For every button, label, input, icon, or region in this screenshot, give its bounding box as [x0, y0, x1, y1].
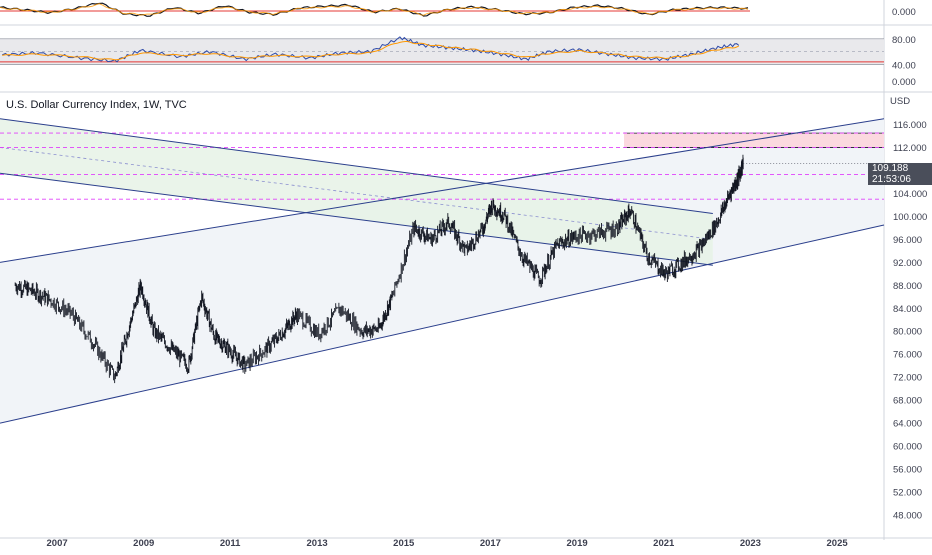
rising-channel-upper	[0, 118, 885, 263]
bar-countdown: 21:53:06	[872, 174, 911, 185]
time-tick-label: 2023	[740, 538, 761, 549]
osc2-tick-label: 80.00	[892, 35, 916, 46]
osc2-tick-label: 0.000	[892, 77, 916, 88]
price-tick-label: 56.000	[893, 465, 922, 476]
price-tick-label: 100.000	[893, 212, 927, 223]
oscillator-line	[0, 2, 749, 17]
price-tick-label: 84.000	[893, 304, 922, 315]
oscillator-band	[0, 38, 884, 65]
time-tick-label: 2009	[133, 538, 154, 549]
price-tick-label: 72.000	[893, 373, 922, 384]
oscillator-pane-1: 0.000	[0, 2, 916, 18]
time-tick-label: 2013	[307, 538, 328, 549]
osc2-tick-label: 40.00	[892, 60, 916, 71]
price-tick-label: 48.000	[893, 511, 922, 522]
price-tick-label: 88.000	[893, 281, 922, 292]
time-tick-label: 2011	[220, 538, 241, 549]
falling-channel-fill	[0, 118, 713, 266]
osc1-tick-label: 0.000	[892, 7, 916, 18]
price-tick-label: 52.000	[893, 488, 922, 499]
rising-channel-lower	[0, 224, 885, 424]
price-tick-label: 76.000	[893, 350, 922, 361]
time-tick-label: 2021	[653, 538, 675, 549]
price-tick-label: 80.000	[893, 327, 922, 338]
price-tick-label: 96.000	[893, 235, 922, 246]
price-axis-unit: USD	[890, 96, 910, 107]
price-tick-label: 116.000	[893, 120, 927, 131]
price-tick-label: 92.000	[893, 258, 922, 269]
price-tick-label: 60.000	[893, 442, 922, 453]
last-price-value: 109.188	[872, 163, 909, 174]
falling-channel-upper	[0, 118, 713, 215]
falling-channel-lower	[0, 172, 713, 266]
time-tick-label: 2019	[567, 538, 588, 549]
price-pane	[0, 118, 885, 424]
osc-slow-line	[2, 40, 739, 61]
price-tick-label: 68.000	[893, 396, 922, 407]
price-tick-label: 112.000	[893, 143, 927, 154]
oscillator-pane-2: 80.00 40.00 0.000	[0, 35, 916, 88]
last-price-tag: 109.188 21:53:06	[868, 163, 932, 185]
time-tick-label: 2007	[47, 538, 68, 549]
time-tick-label: 2017	[480, 538, 501, 549]
time-tick-label: 2015	[393, 538, 415, 549]
price-tick-label: 104.000	[893, 189, 927, 200]
time-tick-label: 2025	[827, 538, 849, 549]
chart-title: U.S. Dollar Currency Index, 1W, TVC	[6, 99, 187, 111]
price-tick-label: 64.000	[893, 419, 922, 430]
oscillator-signal-line	[0, 3, 749, 16]
